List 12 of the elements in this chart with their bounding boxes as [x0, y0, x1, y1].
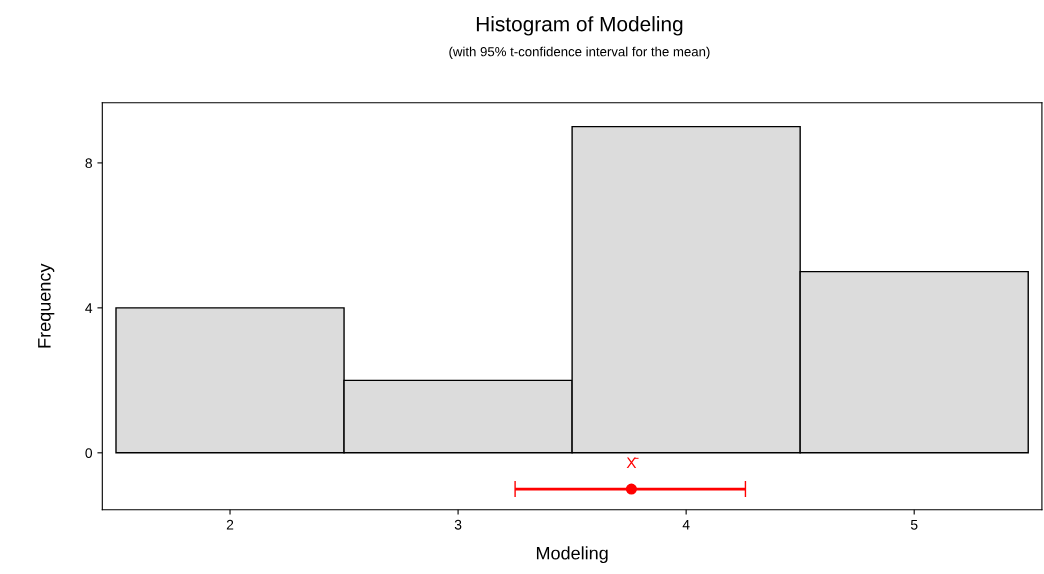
x-tick-label: 2 — [226, 519, 234, 530]
x-axis-title: Modeling — [536, 546, 608, 564]
chart-title: Histogram of Modeling — [476, 16, 683, 36]
annotation: X̄ — [626, 457, 639, 469]
chart-subtitle: (with 95% t-confidence interval for the mean) — [449, 46, 710, 59]
x-tick-label: 5 — [910, 519, 918, 530]
y-tick-label: 0 — [85, 448, 93, 458]
x-tick-label: 3 — [454, 519, 462, 530]
y-tick-label: 8 — [85, 158, 92, 169]
x-tick-label: 4 — [682, 519, 690, 530]
y-tick-label: 4 — [85, 303, 93, 313]
y-axis-title: Frequency — [38, 263, 55, 348]
